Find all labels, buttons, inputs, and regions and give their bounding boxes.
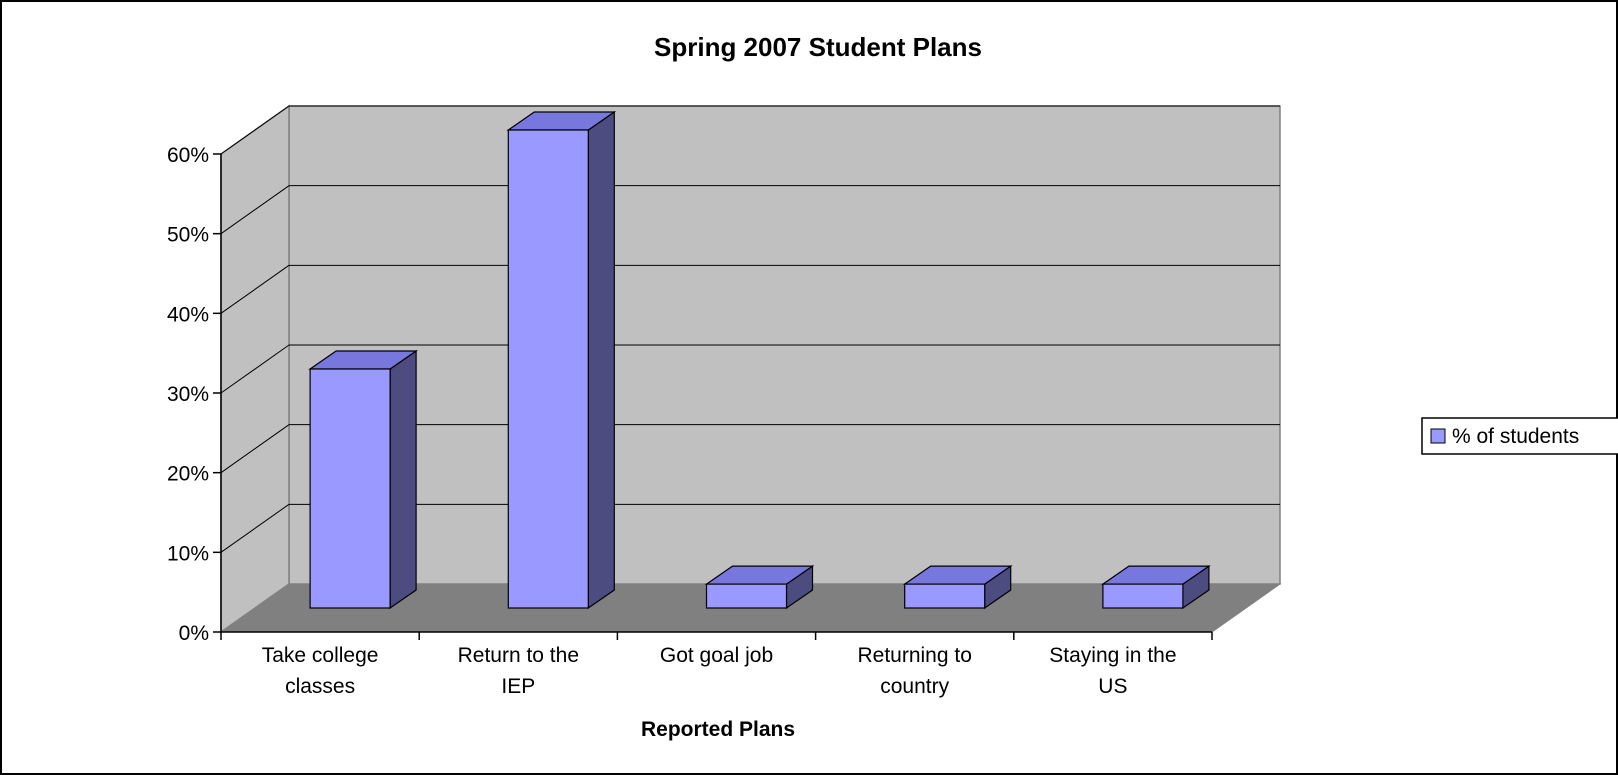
bar <box>507 129 589 609</box>
x-category-label: Staying in the US <box>1049 644 1176 698</box>
y-tick-label: 20% <box>167 463 209 486</box>
chart-title: Spring 2007 Student Plans <box>654 32 982 62</box>
bar <box>1102 583 1184 609</box>
legend-swatch <box>1430 428 1446 444</box>
y-tick-label: 60% <box>167 144 209 167</box>
legend: % of students <box>1421 417 1618 455</box>
gridline-side <box>220 503 290 553</box>
y-tick-label: 30% <box>167 383 209 406</box>
bar-side <box>587 110 615 610</box>
x-category-label: Return to the IEP <box>458 644 579 698</box>
gridline-side <box>220 185 290 235</box>
bars <box>308 110 1211 610</box>
bar <box>705 583 788 609</box>
bar <box>904 583 986 609</box>
axes <box>213 153 1213 640</box>
gridline-side <box>220 424 290 474</box>
x-category-label: Got goal job <box>660 644 773 667</box>
gridline-side <box>220 264 290 314</box>
legend-label: % of students <box>1452 425 1579 448</box>
x-category-label: Returning to country <box>857 644 971 698</box>
gridline-side <box>220 105 290 155</box>
y-tick-label: 40% <box>167 303 209 326</box>
x-category-label: Take college classes <box>262 644 379 698</box>
gridlines <box>220 105 1280 553</box>
y-tick-labels: 0% 10% 20% 30% 40% 50% 60% <box>167 144 209 645</box>
bar-side <box>389 349 417 610</box>
y-tick-label: 0% <box>179 622 209 645</box>
legend-box <box>1421 417 1618 455</box>
y-tick-label: 50% <box>167 224 209 247</box>
gridline-side <box>220 344 290 394</box>
x-axis-title: Reported Plans <box>641 718 795 741</box>
bar <box>309 368 391 609</box>
x-category-labels: Take college classes Return to the IEP Got g… <box>262 644 1177 698</box>
y-tick-label: 10% <box>167 542 209 565</box>
